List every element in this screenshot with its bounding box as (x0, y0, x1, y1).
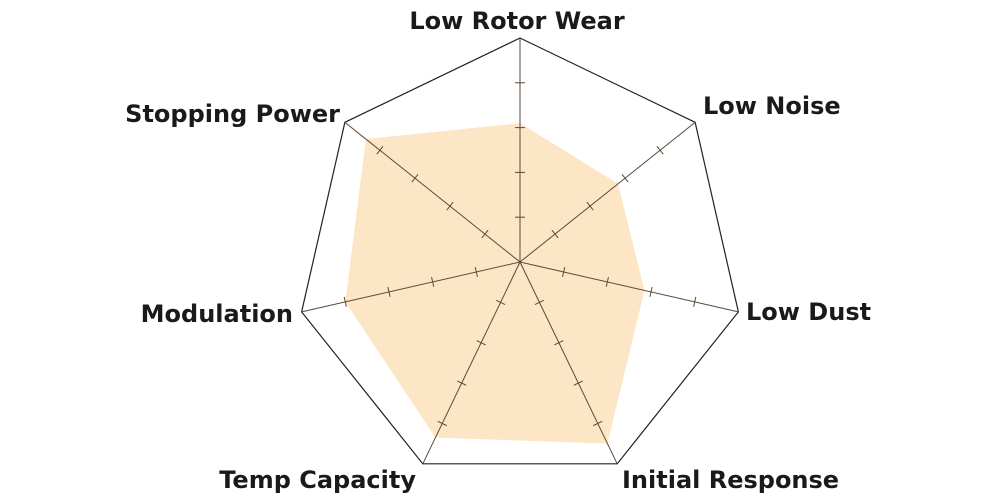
tick-mark (476, 340, 486, 346)
tick-mark (495, 299, 506, 305)
tick-mark (593, 420, 603, 427)
axis-label-4: Temp Capacity (219, 466, 416, 494)
tick-mark (437, 420, 447, 427)
axis-line-5 (301, 261, 521, 313)
axis-label-2: Low Dust (746, 298, 871, 326)
tick-mark (456, 380, 467, 386)
axis-line-1 (519, 121, 696, 263)
series-area (345, 123, 645, 444)
tick-mark (586, 201, 594, 211)
tick-mark (534, 299, 545, 305)
tick-mark (343, 296, 347, 307)
tick-mark (481, 229, 489, 239)
series-layer (345, 123, 645, 444)
tick-mark (474, 266, 478, 277)
axis-label-3: Initial Response (622, 466, 839, 494)
axis-label-5: Modulation (141, 300, 293, 328)
axis-line-2 (519, 261, 739, 313)
tick-mark (621, 173, 629, 183)
tick-mark (411, 173, 419, 183)
tick-mark (573, 380, 584, 386)
tick-mark (554, 340, 564, 346)
tick-mark (387, 286, 391, 297)
tick-mark (446, 201, 454, 211)
axis-label-1: Low Noise (703, 92, 841, 120)
tick-mark (376, 146, 384, 155)
axis-line-6 (344, 121, 521, 263)
tick-mark (656, 146, 664, 155)
axis-label-6: Stopping Power (125, 100, 340, 128)
tick-mark (605, 276, 609, 287)
tick-mark (562, 266, 566, 277)
tick-mark (431, 276, 435, 287)
labels-layer: Low Rotor Wear Low Noise Low Dust Initial R… (125, 7, 871, 494)
tick-mark (649, 286, 653, 297)
tick-mark (693, 296, 697, 307)
axis-line-3 (519, 261, 618, 465)
axis-label-0: Low Rotor Wear (409, 7, 625, 35)
tick-mark (551, 229, 559, 239)
axis-line-4 (422, 261, 521, 465)
outer-frame (300, 37, 740, 465)
axes-layer (300, 37, 740, 465)
